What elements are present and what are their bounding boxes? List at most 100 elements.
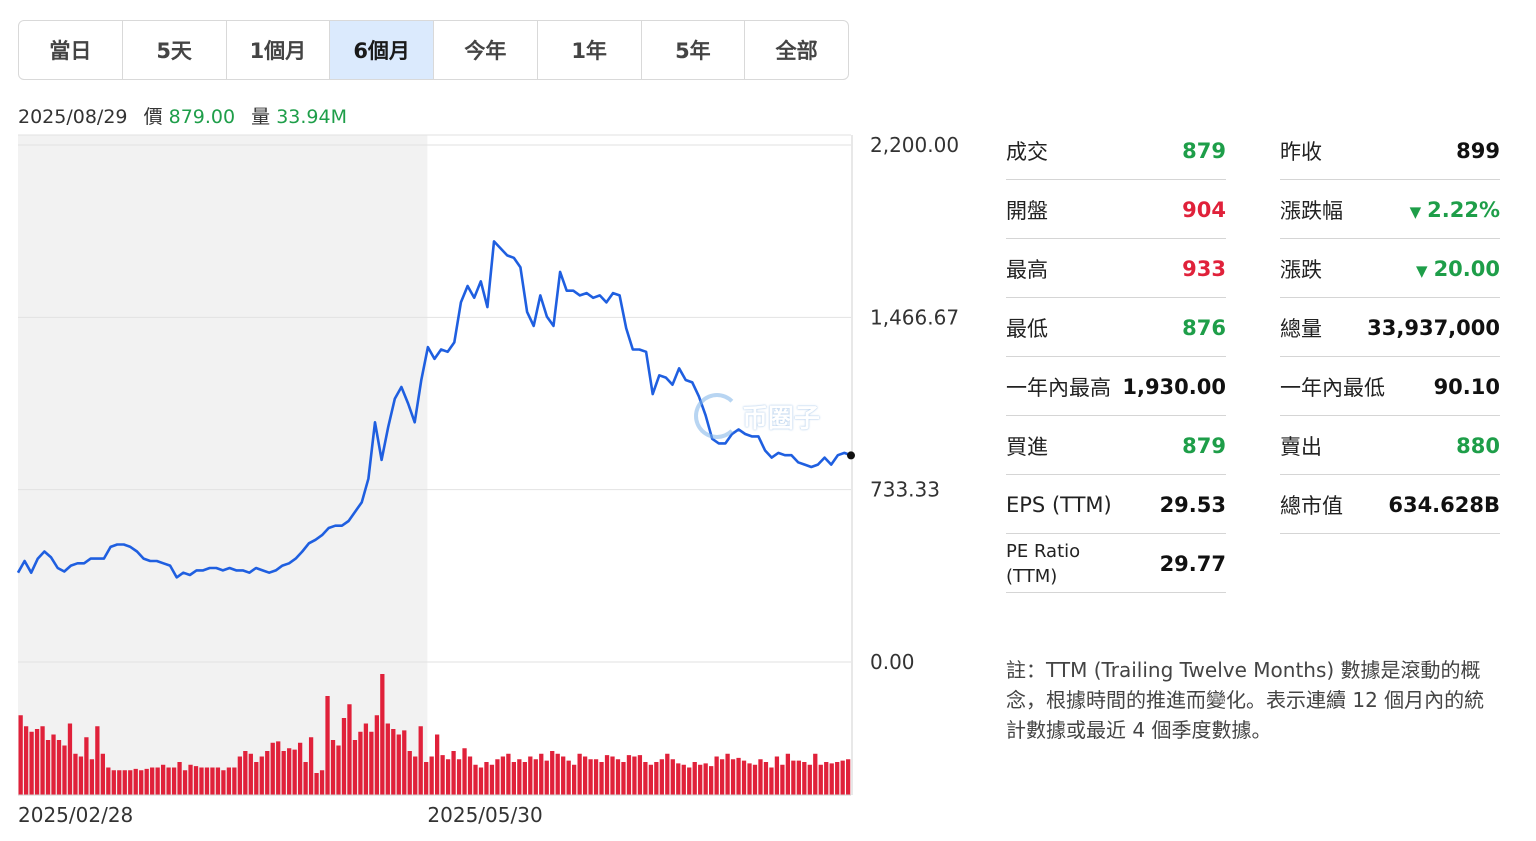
stat-label: 一年內最高 — [1006, 375, 1111, 400]
volume-bar — [259, 756, 264, 795]
volume-bar — [621, 762, 626, 795]
volume-bar — [78, 756, 84, 795]
volume-bar — [150, 767, 155, 795]
volume-bar — [747, 763, 752, 795]
volume-bar — [736, 757, 741, 795]
volume-bar — [358, 731, 363, 795]
volume-bar — [95, 726, 100, 795]
stat-value-text: 904 — [1182, 197, 1226, 222]
stat-value-text: 879 — [1182, 433, 1226, 458]
volume-bar — [281, 751, 286, 795]
stat-value: 879 — [1182, 434, 1226, 458]
stat-row: 漲跌幅 ▼ 2.22% — [1280, 181, 1500, 239]
range-tab[interactable]: 6個月 — [330, 21, 434, 79]
volume-bar — [117, 770, 122, 795]
volume-bar — [221, 770, 226, 795]
volume-bar — [785, 753, 791, 795]
range-tab[interactable]: 1個月 — [227, 21, 331, 79]
range-tabs: 當日 5天 1個月 6個月 今年 1年 5年 全部 — [18, 20, 849, 80]
volume-bar — [489, 764, 495, 795]
y-tick-label: 0.00 — [870, 650, 915, 674]
volume-bar — [555, 753, 560, 795]
stat-row: 總市值 634.628B — [1280, 476, 1500, 534]
stat-value: 90.10 — [1434, 375, 1500, 399]
shaded-period — [18, 135, 428, 795]
volume-bar — [73, 753, 78, 795]
volume-bar — [144, 768, 149, 795]
down-triangle-icon: ▼ — [1409, 202, 1422, 221]
stat-value: 29.53 — [1160, 493, 1226, 517]
stat-value-text: 29.53 — [1159, 492, 1226, 517]
volume-bar — [402, 730, 407, 795]
volume-bar — [385, 723, 390, 795]
stat-row: 賣出 880 — [1280, 417, 1500, 475]
stat-row: 一年內最低 90.10 — [1280, 358, 1500, 416]
range-tab[interactable]: 1年 — [538, 21, 642, 79]
volume-bar — [182, 770, 188, 795]
volume-bar — [566, 760, 571, 795]
y-tick-label: 1,466.67 — [870, 305, 959, 329]
stat-value-text: 899 — [1456, 138, 1500, 163]
volume-bar — [835, 762, 840, 795]
volume-bar — [451, 751, 456, 795]
volume-bar — [303, 762, 308, 795]
stat-label: 最低 — [1006, 316, 1048, 341]
volume-bar — [670, 759, 675, 795]
volume-bar — [330, 740, 336, 795]
volume-bar — [347, 704, 352, 795]
volume-bar — [84, 737, 89, 795]
volume-bar — [369, 731, 374, 795]
stat-value-text: 634.628B — [1388, 492, 1500, 517]
stat-value: ▼ 2.22% — [1410, 198, 1500, 222]
price-chart[interactable]: 2,200.00 1,466.67 733.33 0.00 2025/02/28 2025… — [0, 0, 990, 841]
range-tab[interactable]: 全部 — [775, 39, 818, 63]
volume-bar — [341, 718, 347, 795]
volume-bar — [829, 763, 834, 795]
volume-bar — [265, 751, 270, 795]
volume-bar — [582, 756, 588, 795]
stat-row: 總量 33,937,000 — [1280, 299, 1500, 357]
stat-value-text: 2.22% — [1427, 197, 1500, 222]
chart-info-bar: 2025/08/29 價 879.00 量 33.94M — [18, 102, 347, 129]
range-tab[interactable]: 5年 — [642, 21, 746, 79]
range-tab[interactable]: 當日 — [19, 21, 123, 79]
volume-bar — [610, 756, 615, 795]
volume-bar — [615, 759, 621, 795]
stat-value: 29.77 — [1160, 552, 1226, 576]
volume-bar — [719, 759, 725, 795]
volume-bar — [139, 770, 144, 795]
volume-bar — [287, 748, 292, 795]
info-price-label: 價 — [143, 106, 163, 128]
volume-bar — [199, 767, 204, 795]
volume-bar — [51, 734, 56, 795]
ttm-note: 註：TTM (Trailing Twelve Months) 數據是滾動的概念，… — [1006, 658, 1485, 742]
volume-bar — [495, 759, 500, 795]
stat-label: 賣出 — [1280, 434, 1322, 459]
volume-bar — [34, 729, 40, 795]
stat-value: 904 — [1182, 198, 1226, 222]
volume-bar — [643, 762, 648, 795]
volume-bar — [648, 764, 654, 795]
volume-bar — [467, 756, 473, 795]
volume-bar — [824, 762, 829, 795]
volume-bar — [204, 767, 210, 795]
range-tab[interactable]: 今年 — [434, 21, 538, 79]
range-tab[interactable]: 5天 — [123, 21, 227, 79]
volume-bar — [500, 756, 506, 795]
volume-bar — [506, 753, 511, 795]
volume-bar — [106, 767, 111, 795]
info-date: 2025/08/29 — [18, 106, 128, 128]
volume-bar — [730, 759, 736, 795]
stat-row: 成交 879 — [1006, 122, 1226, 180]
volume-bar — [396, 734, 401, 795]
volume-bar — [418, 726, 423, 795]
stat-row: EPS (TTM) 29.53 — [1006, 476, 1226, 534]
stat-row: 開盤 904 — [1006, 181, 1226, 239]
last-price-dot — [847, 451, 855, 460]
volume-bar — [308, 737, 314, 795]
volume-bar — [56, 740, 62, 795]
volume-bar — [637, 755, 643, 795]
volume-bar — [18, 715, 23, 795]
volume-bar — [577, 753, 582, 795]
stat-label: 最高 — [1006, 257, 1048, 282]
